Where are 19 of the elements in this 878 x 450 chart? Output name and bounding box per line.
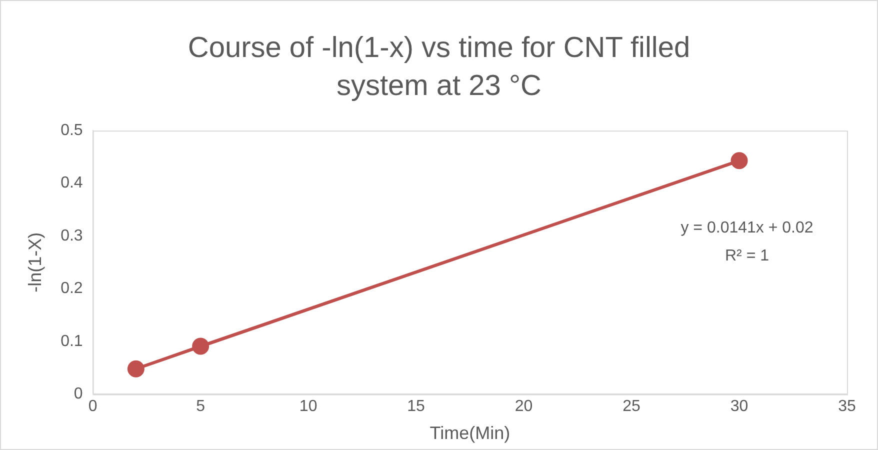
x-tick-label: 25 <box>622 398 641 416</box>
x-tick-label: 20 <box>514 398 533 416</box>
x-tick-label: 35 <box>838 398 856 416</box>
y-tick-label: 0.2 <box>60 280 83 298</box>
x-tick-label: 10 <box>299 398 318 416</box>
x-tick-label: 0 <box>88 398 98 416</box>
y-tick-label: 0.1 <box>60 332 83 350</box>
chart-title: Course of -ln(1-x) vs time for CNT filled system at 23 °C <box>186 31 692 104</box>
x-axis-title: Time(Min) <box>430 423 510 444</box>
x-tick-label: 15 <box>407 398 426 416</box>
y-tick-label: 0.3 <box>60 227 83 244</box>
y-axis-title: -ln(1-X) <box>24 232 45 292</box>
annotation: y = 0.0141x + 0.02 <box>680 220 814 237</box>
x-tick-label: 5 <box>196 398 206 416</box>
y-tick-label: 0 <box>74 386 83 403</box>
annotation: R² = 1 <box>724 248 770 265</box>
y-tick-label: 0.5 <box>60 122 83 140</box>
y-tick-label: 0.4 <box>60 174 83 192</box>
x-tick-label: 30 <box>730 398 748 416</box>
